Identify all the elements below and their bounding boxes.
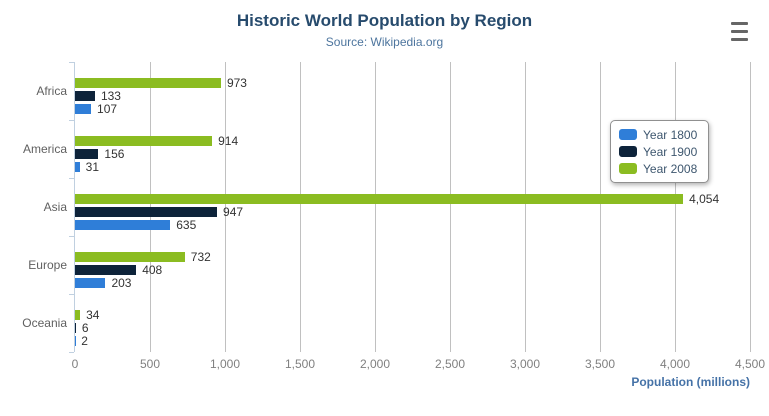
gridline bbox=[375, 62, 376, 352]
value-axis-tick-label: 1,500 bbox=[284, 357, 316, 371]
category-label: Europe bbox=[28, 258, 67, 272]
value-axis-tick-label: 4,000 bbox=[659, 357, 691, 371]
bar[interactable] bbox=[75, 252, 185, 262]
bar[interactable] bbox=[75, 220, 171, 230]
gridline bbox=[225, 62, 226, 352]
bar-value-label: 914 bbox=[218, 134, 239, 148]
bar[interactable] bbox=[75, 336, 76, 346]
category-label: Oceania bbox=[22, 316, 67, 330]
bar-value-label: 635 bbox=[176, 218, 197, 232]
category-axis-tick bbox=[69, 236, 74, 237]
bar[interactable] bbox=[75, 278, 106, 288]
bar[interactable] bbox=[75, 265, 137, 275]
bar-value-label: 107 bbox=[97, 102, 118, 116]
value-axis-tick-label: 500 bbox=[139, 357, 161, 371]
bar-value-label: 156 bbox=[104, 147, 125, 161]
legend-item[interactable]: Year 1800 bbox=[619, 126, 697, 143]
legend-swatch-icon bbox=[619, 146, 637, 157]
export-menu-button[interactable] bbox=[725, 17, 753, 45]
gridline bbox=[300, 62, 301, 352]
gridline bbox=[750, 62, 751, 352]
chart-title: Historic World Population by Region bbox=[236, 11, 533, 30]
category-axis-tick bbox=[69, 120, 74, 121]
value-axis-tick-label: 2,500 bbox=[434, 357, 466, 371]
value-axis-tick-label: 2,000 bbox=[359, 357, 391, 371]
bar[interactable] bbox=[75, 136, 213, 146]
legend-item[interactable]: Year 2008 bbox=[619, 160, 697, 177]
bar-value-label: 133 bbox=[100, 89, 121, 103]
bar-value-label: 4,054 bbox=[689, 192, 720, 206]
category-axis-tick bbox=[69, 352, 74, 353]
bar[interactable] bbox=[75, 149, 99, 159]
value-axis-title: Population (millions) bbox=[631, 375, 750, 389]
bar-value-label: 2 bbox=[81, 334, 88, 348]
value-axis-tick-label: 3,500 bbox=[584, 357, 616, 371]
bar[interactable] bbox=[75, 310, 81, 320]
chart-subtitle: Source: Wikipedia.org bbox=[325, 35, 444, 49]
bar-value-label: 732 bbox=[190, 250, 211, 264]
category-label: Asia bbox=[43, 200, 67, 214]
gridline bbox=[525, 62, 526, 352]
hamburger-icon bbox=[730, 21, 748, 41]
bar[interactable] bbox=[75, 194, 684, 204]
category-axis-tick bbox=[69, 62, 74, 63]
bar-value-label: 31 bbox=[85, 160, 99, 174]
bar[interactable] bbox=[75, 91, 95, 101]
gridline bbox=[450, 62, 451, 352]
legend-swatch-icon bbox=[619, 129, 637, 140]
gridline bbox=[675, 62, 676, 352]
legend-label: Year 1900 bbox=[643, 144, 698, 159]
value-axis-tick-label: 4,500 bbox=[734, 357, 766, 371]
gridline bbox=[600, 62, 601, 352]
category-axis-line bbox=[74, 62, 75, 352]
legend-label: Year 2008 bbox=[643, 161, 698, 176]
value-axis-tick-label: 0 bbox=[71, 357, 79, 371]
bar-value-label: 947 bbox=[223, 205, 244, 219]
bar[interactable] bbox=[75, 323, 76, 333]
bar-value-label: 408 bbox=[142, 263, 163, 277]
bar[interactable] bbox=[75, 207, 218, 217]
bar-value-label: 34 bbox=[86, 308, 100, 322]
category-axis-tick bbox=[69, 178, 74, 179]
category-label: Africa bbox=[36, 84, 67, 98]
legend-item[interactable]: Year 1900 bbox=[619, 143, 697, 160]
bar[interactable] bbox=[75, 78, 221, 88]
legend-swatch-icon bbox=[619, 163, 637, 174]
legend-label: Year 1800 bbox=[643, 127, 698, 142]
legend: Year 1800 Year 1900 Year 2008 bbox=[610, 120, 710, 183]
bar[interactable] bbox=[75, 104, 92, 114]
category-label: America bbox=[22, 142, 67, 156]
value-axis-tick-label: 1,000 bbox=[209, 357, 241, 371]
bar[interactable] bbox=[75, 162, 80, 172]
bar-value-label: 6 bbox=[81, 321, 89, 335]
bar-value-label: 203 bbox=[111, 276, 132, 290]
value-axis-tick-label: 3,000 bbox=[509, 357, 541, 371]
bar-value-label: 973 bbox=[226, 76, 247, 90]
category-axis-tick bbox=[69, 294, 74, 295]
